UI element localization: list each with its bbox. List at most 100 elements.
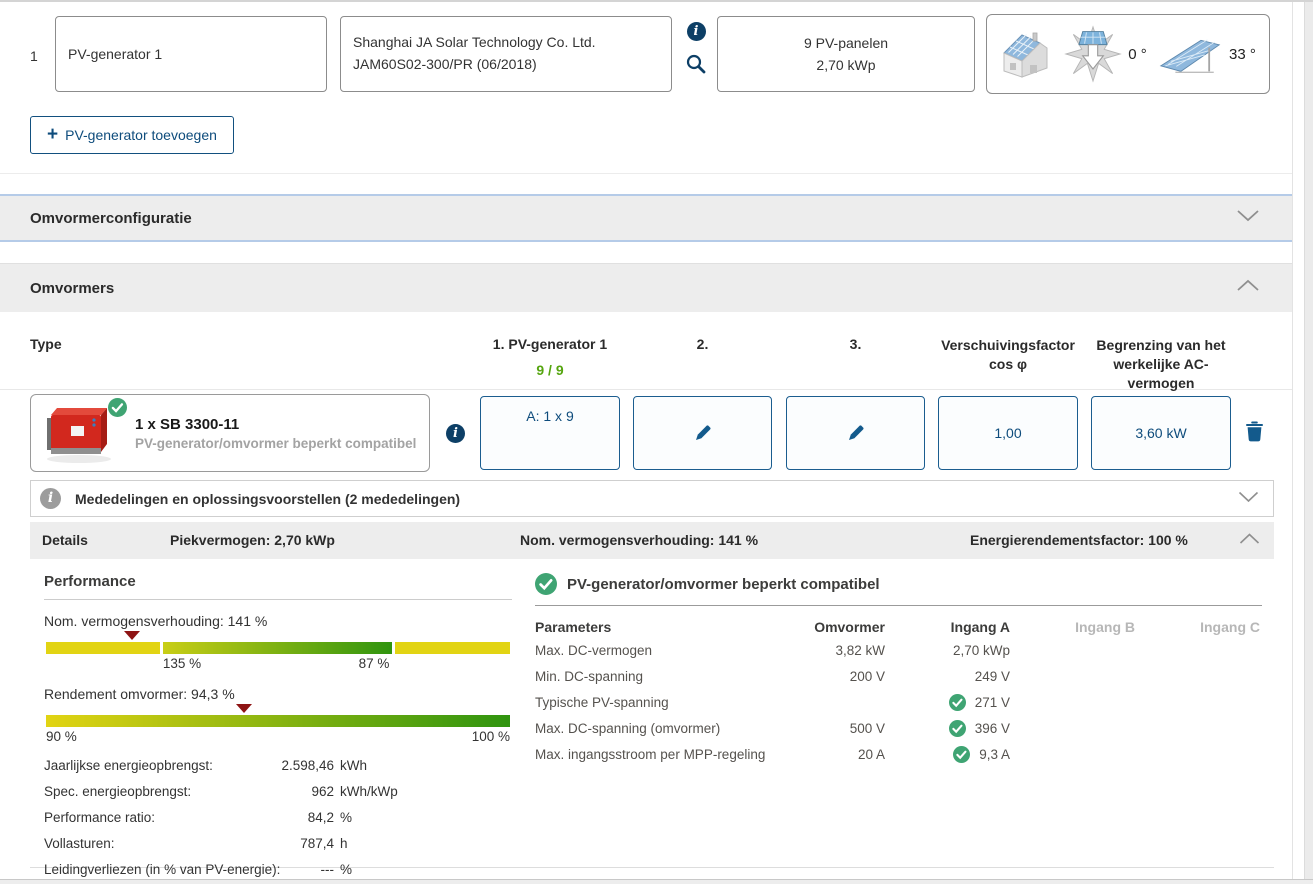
tilt-panel-icon <box>1157 33 1223 75</box>
nominal-power-ratio: Nom. vermogensverhouding: 141 % <box>520 532 758 548</box>
generator-row-number: 1 <box>30 48 38 64</box>
generator-name-input[interactable] <box>55 16 327 92</box>
azimuth-value: 0 ° <box>1128 46 1147 63</box>
inverter-image <box>37 400 129 466</box>
compatibility-status: PV-generator/omvormer beperkt compatibel <box>567 576 880 593</box>
details-content: Performance Nom. vermogensverhouding: 14… <box>30 559 1274 868</box>
pv-generator-card: 1 Shanghai JA Solar Technology Co. Ltd. … <box>0 8 1292 174</box>
parameters-header-row: Parameters Omvormer Ingang A Ingang B In… <box>535 617 1262 637</box>
vertical-scrollbar[interactable] <box>1304 2 1313 884</box>
check-circle-icon <box>949 720 966 737</box>
tick-135: 135 % <box>163 656 201 671</box>
add-generator-label: PV-generator toevoegen <box>65 127 217 143</box>
module-search-icon[interactable] <box>685 53 707 75</box>
peak-power: Piekvermogen: 2,70 kWp <box>170 532 335 548</box>
column-2: 2. <box>633 336 772 352</box>
inverter-name: 1 x SB 3300-11 <box>135 416 416 433</box>
azimuth-compass-icon <box>1064 25 1122 83</box>
orientation-box[interactable]: 0 ° 33 ° <box>986 14 1270 94</box>
compatibility-panel: PV-generator/omvormer beperkt compatibel… <box>535 559 1262 767</box>
column-ac-limit: Begrenzing van het werkelijke AC-vermoge… <box>1083 336 1239 393</box>
add-generator-button[interactable]: + PV-generator toevoegen <box>30 116 234 154</box>
param-row-max-dc-voltage: Max. DC-spanning (omvormer) 500 V 396 V <box>535 715 1262 741</box>
chevron-down-icon <box>1238 490 1259 508</box>
check-circle-icon <box>953 746 970 763</box>
inverter-type-box[interactable]: 1 x SB 3300-11 PV-generator/omvormer bep… <box>30 394 430 472</box>
panel-count: 9 PV-panelen <box>804 32 888 54</box>
messages-info-icon: i <box>40 488 61 509</box>
tick-100: 100 % <box>472 729 510 744</box>
cos-phi-box[interactable]: 1,00 <box>938 396 1078 470</box>
panel-count-box[interactable]: 9 PV-panelen 2,70 kWp <box>717 16 975 92</box>
column-cos-phi: Verschuivingsfactor cos φ <box>938 336 1078 374</box>
performance-panel: Performance Nom. vermogensverhouding: 14… <box>44 559 512 884</box>
module-manufacturer: Shanghai JA Solar Technology Co. Ltd. <box>353 32 659 54</box>
details-bar[interactable]: Details Piekvermogen: 2,70 kWp Nom. verm… <box>30 522 1274 559</box>
module-tools: i <box>684 22 708 75</box>
inverter-table-header: Type 1. PV-generator 1 9 / 9 2. 3. Versc… <box>0 312 1292 390</box>
param-row-typical-pv-voltage: Typische PV-spanning 271 V <box>535 689 1262 715</box>
section-title: Omvormerconfiguratie <box>30 210 192 227</box>
inverter-row: 1 x SB 3300-11 PV-generator/omvormer bep… <box>0 394 1292 474</box>
gauge-segment-full-gradient <box>46 715 510 727</box>
tilt-item: 33 ° <box>1157 33 1256 75</box>
inverter-status: PV-generator/omvormer beperkt compatibel <box>135 436 416 451</box>
energy-efficiency-factor: Energierendementsfactor: 100 % <box>970 532 1188 548</box>
metric-performance-ratio: Performance ratio: 84,2 % <box>44 810 512 836</box>
azimuth-item: 0 ° <box>1064 25 1147 83</box>
section-inverter-configuration[interactable]: Omvormerconfiguratie <box>0 194 1292 242</box>
module-select-box[interactable]: Shanghai JA Solar Technology Co. Ltd. JA… <box>340 16 672 92</box>
nom-ratio-gauge-ticks: 135 % 87 % <box>44 655 512 673</box>
efficiency-gauge <box>44 704 512 728</box>
section-inverters[interactable]: Omvormers <box>0 263 1292 312</box>
param-row-max-dc-power: Max. DC-vermogen 3,82 kW 2,70 kWp <box>535 637 1262 663</box>
gauge-marker <box>124 631 140 640</box>
column-type: Type <box>30 336 62 352</box>
module-info-icon[interactable]: i <box>687 22 706 41</box>
column-3: 3. <box>786 336 925 352</box>
column-generator1: 1. PV-generator 1 <box>480 336 620 352</box>
chevron-down-icon <box>1236 209 1260 227</box>
assign-generator2-button[interactable] <box>633 396 772 470</box>
nom-ratio-gauge <box>44 631 512 655</box>
assign-generator3-button[interactable] <box>786 396 925 470</box>
param-row-max-input-current: Max. ingangsstroom per MPP-regeling 20 A… <box>535 741 1262 767</box>
compatible-check-icon <box>108 398 127 422</box>
assignment-value: A: 1 x 9 <box>526 408 573 424</box>
performance-metrics: Jaarlijkse energieopbrengst: 2.598,46 kW… <box>44 758 512 884</box>
chevron-up-icon <box>1239 532 1260 550</box>
pencil-icon <box>846 423 866 443</box>
metric-specific-yield: Spec. energieopbrengst: 962 kWh/kWp <box>44 784 512 810</box>
inverter-info-icon[interactable]: i <box>446 424 465 443</box>
gauge-segment-yellow-left <box>46 642 160 654</box>
gauge-marker <box>236 704 252 713</box>
content-right-divider <box>1292 2 1293 884</box>
details-label: Details <box>42 532 88 548</box>
metric-full-load-hours: Vollasturen: 787,4 h <box>44 836 512 862</box>
check-circle-icon <box>535 573 557 595</box>
messages-label: Mededelingen en oplossingsvoorstellen (2… <box>75 491 460 507</box>
chevron-up-icon <box>1236 279 1260 297</box>
ac-limit-box[interactable]: 3,60 kW <box>1091 396 1231 470</box>
tilt-value: 33 ° <box>1229 46 1256 63</box>
section-title: Omvormers <box>30 280 114 297</box>
page-bottom-edge <box>0 879 1313 884</box>
module-model: JAM60S02-300/PR (06/2018) <box>353 54 659 76</box>
generator1-assignment-box[interactable]: A: 1 x 9 <box>480 396 620 470</box>
performance-title: Performance <box>44 559 512 600</box>
cos-phi-value: 1,00 <box>994 425 1021 441</box>
delete-inverter-button[interactable] <box>1245 421 1264 445</box>
sunny-design-inverter-page: 1 Shanghai JA Solar Technology Co. Ltd. … <box>0 0 1313 884</box>
plus-icon: + <box>47 125 58 144</box>
tick-87: 87 % <box>359 656 390 671</box>
metric-annual-yield: Jaarlijkse energieopbrengst: 2.598,46 kW… <box>44 758 512 784</box>
param-row-min-dc-voltage: Min. DC-spanning 200 V 249 V <box>535 663 1262 689</box>
tick-90: 90 % <box>46 729 77 744</box>
messages-bar[interactable]: i Mededelingen en oplossingsvoorstellen … <box>30 480 1274 517</box>
generator1-assignment-count: 9 / 9 <box>480 362 620 378</box>
efficiency-gauge-label: Rendement omvormer: 94,3 % <box>44 686 512 702</box>
gauge-segment-yellow-right <box>395 642 510 654</box>
panel-power: 2,70 kWp <box>816 54 875 76</box>
check-circle-icon <box>949 694 966 711</box>
trash-icon <box>1245 421 1264 442</box>
